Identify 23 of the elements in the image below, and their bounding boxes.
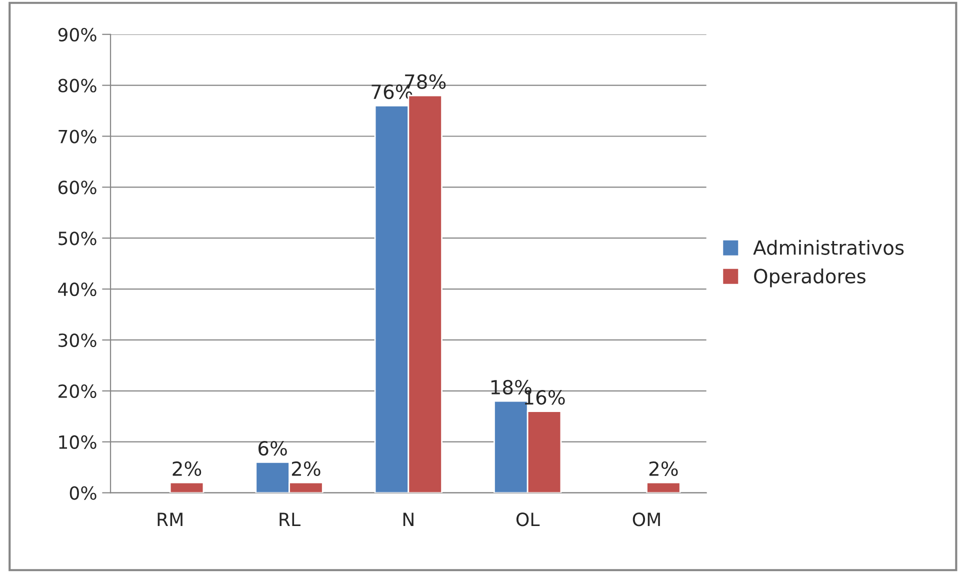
legend-label: Administrativos [753,240,904,255]
x-tick-label: OM [632,512,660,526]
data-label: 6% [258,440,287,456]
y-tick-label: 50% [58,232,96,246]
y-tick-label: 10% [59,435,96,449]
data-label: 2% [172,461,202,476]
x-tick-label: OL [516,512,540,526]
y-tick-label: 30% [58,333,96,348]
y-tick-label: 20% [58,384,96,398]
y-tick-label: 80% [58,78,96,92]
data-label: 2% [292,461,320,476]
y-tick-label: 0% [70,486,96,500]
bar [169,482,204,493]
y-tick-label: 60% [58,180,96,194]
y-tick-label: 70% [58,130,96,144]
x-tick-label: RM [158,512,182,526]
bar [646,482,681,493]
x-tick-label: N [403,512,414,526]
data-label: 2% [649,461,678,476]
y-tick-label: 40% [58,282,96,296]
legend-label: Operadores [754,268,866,288]
y-tick-label: 90% [58,28,96,42]
x-tick-label: RL [280,512,300,526]
